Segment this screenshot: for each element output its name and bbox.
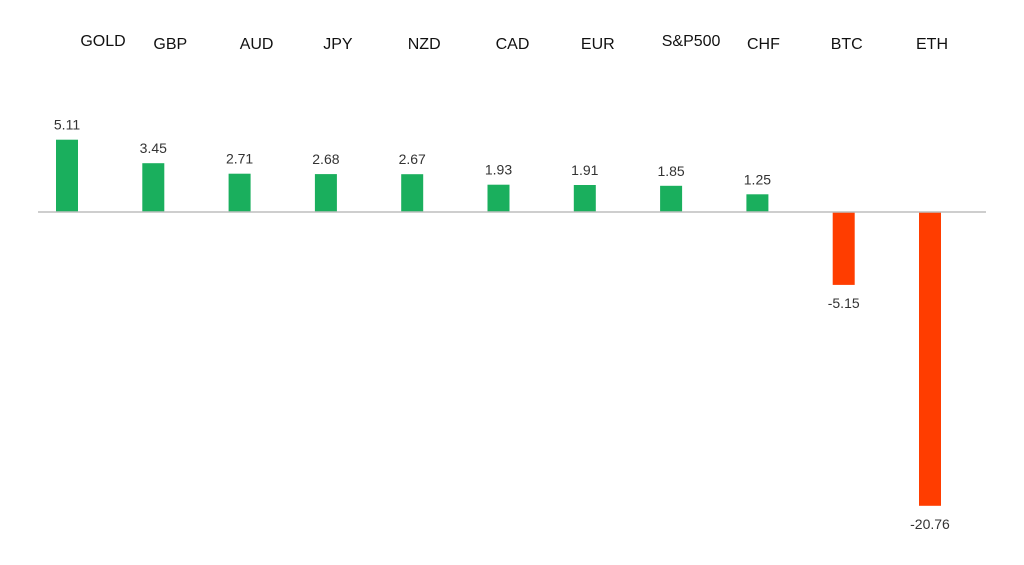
category-label-cad: CAD (496, 36, 530, 53)
bar-cad (487, 184, 510, 212)
bar-s-p500 (660, 185, 683, 212)
bar-jpy (314, 174, 337, 212)
value-label-eth: -20.76 (910, 516, 950, 532)
bars-group (56, 139, 941, 506)
value-labels: 5.11 3.45 2.71 2.68 2.67 1.93 1.91 1.85 1.25 -5.1… (54, 117, 950, 532)
bar-chf (746, 194, 769, 212)
bar-btc (832, 212, 855, 285)
category-label-gbp: GBP (153, 36, 187, 53)
value-label-aud: 2.71 (226, 151, 253, 167)
value-label-jpy: 2.68 (312, 151, 339, 167)
category-label-eth: ETH (916, 36, 948, 53)
value-label-chf: 1.25 (744, 171, 771, 187)
value-label-gold: 5.11 (54, 117, 80, 133)
category-label-eur: EUR (581, 36, 615, 53)
category-label-s-p500: S&P500 (662, 33, 721, 50)
value-label-eur: 1.91 (571, 162, 598, 178)
value-label-nzd: 2.67 (399, 151, 426, 167)
category-label-jpy: JPY (323, 36, 353, 53)
value-label-gbp: 3.45 (140, 140, 167, 156)
category-label-gold: GOLD (80, 33, 125, 50)
value-label-s-p500: 1.85 (657, 163, 684, 179)
category-label-aud: AUD (240, 36, 274, 53)
value-label-btc: -5.15 (828, 295, 860, 311)
category-label-chf: CHF (747, 36, 780, 53)
bar-eur (573, 185, 596, 212)
bar-aud (228, 173, 251, 212)
category-labels: GOLD GBP AUD JPY NZD CAD EUR S&P500 CHF BTC ETH (80, 33, 948, 53)
value-label-cad: 1.93 (485, 162, 512, 178)
bar-gold (56, 139, 78, 212)
category-label-nzd: NZD (408, 36, 441, 53)
bar-nzd (401, 174, 424, 212)
bar-gbp (142, 163, 165, 212)
category-label-btc: BTC (831, 36, 863, 53)
bar-eth (919, 212, 941, 506)
